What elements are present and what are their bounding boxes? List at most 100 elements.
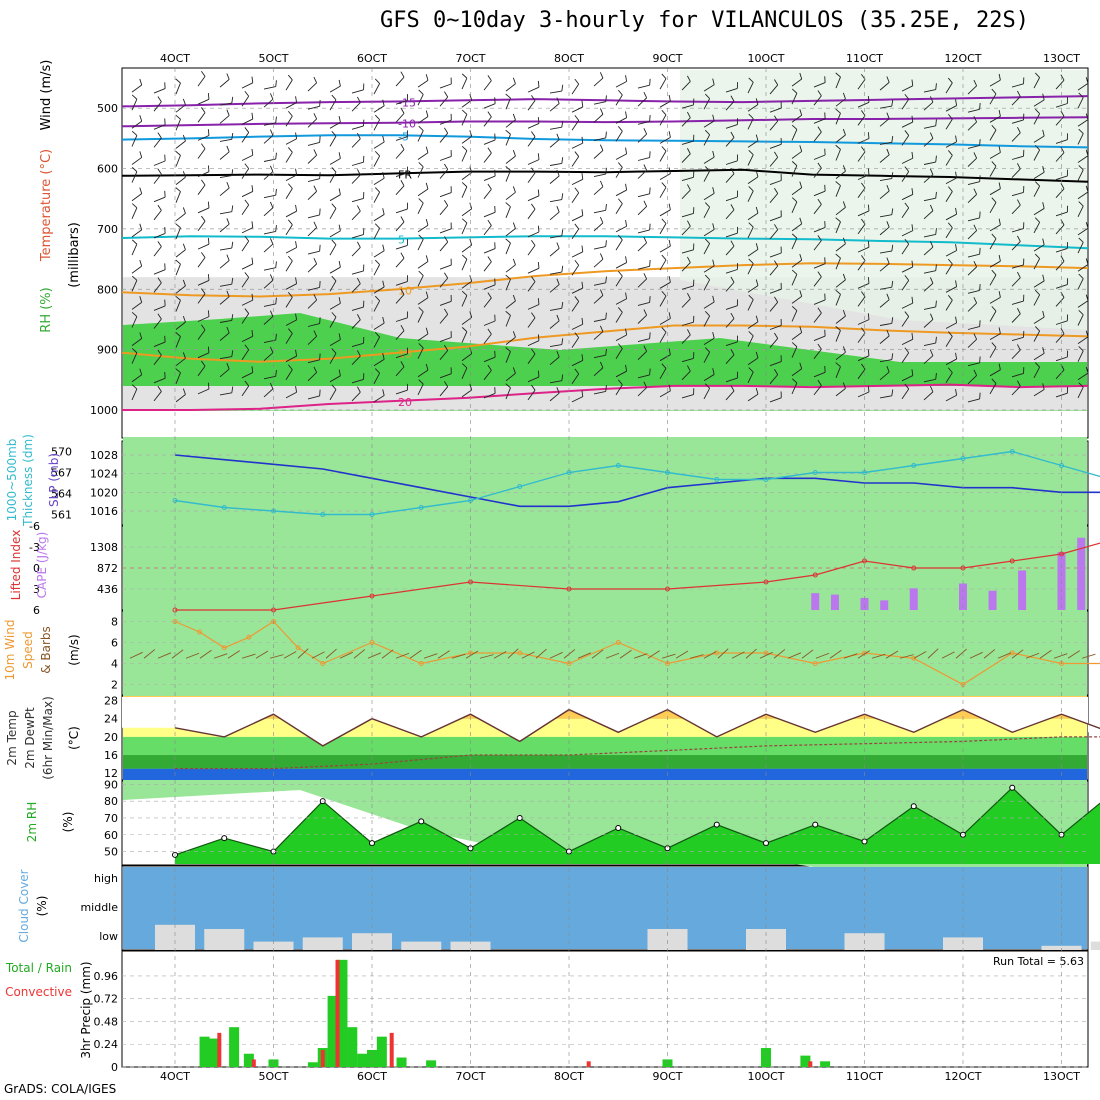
barb-shaft <box>945 250 957 257</box>
barb-shaft <box>255 650 269 659</box>
barb-flag <box>319 172 321 179</box>
barb-shaft <box>505 155 516 164</box>
barb-shaft <box>395 149 405 159</box>
barb-shaft <box>351 174 361 184</box>
temp-contour-label--5: -5 <box>398 130 409 143</box>
precip-convective-bar <box>217 1032 222 1067</box>
barb-flag <box>605 276 607 283</box>
wind-barb-upper <box>395 239 408 250</box>
wind-barb-upper <box>879 257 890 272</box>
wind-barb-upper <box>967 152 978 167</box>
barb-shaft <box>637 193 650 198</box>
wind-barb-upper <box>813 112 826 124</box>
barb-shaft <box>725 137 735 147</box>
wind-barb-upper <box>659 363 667 380</box>
barb-shaft <box>461 244 472 253</box>
barb-shaft <box>813 118 826 124</box>
barb-flag <box>331 348 337 354</box>
barb-flag <box>244 272 250 278</box>
barb-flag <box>139 187 143 194</box>
barb-flag <box>842 128 846 136</box>
wind-barb-upper <box>329 369 341 383</box>
barb-flag <box>244 90 250 97</box>
wind-barb-upper <box>1055 169 1068 181</box>
barb-flag <box>494 97 496 104</box>
barb-shaft <box>835 134 846 143</box>
wind-barb-10m <box>605 652 620 659</box>
wind-barb-upper <box>131 187 143 202</box>
barb-shaft <box>1077 155 1089 163</box>
barb-shaft <box>659 78 667 90</box>
wind-barb-upper <box>571 100 584 113</box>
barb-flag <box>835 253 841 259</box>
barb-shaft <box>615 312 623 323</box>
barb-flag <box>469 238 473 246</box>
barb-flag <box>780 391 782 398</box>
barb-flag <box>625 256 628 263</box>
wind-barb-upper <box>197 215 206 232</box>
barb-flag <box>494 169 496 177</box>
wind-barb-upper <box>967 139 981 149</box>
wind-barb-upper <box>923 168 934 183</box>
wind-barb-upper <box>153 168 162 184</box>
barb-flag <box>668 167 671 174</box>
barb-flag <box>955 352 958 360</box>
barb-flag <box>799 362 803 369</box>
wind-barb-upper <box>967 211 981 222</box>
barb-shaft <box>1011 385 1021 396</box>
wind-barb-upper <box>505 331 516 345</box>
wind-barb-upper <box>461 327 468 343</box>
wind-barb-upper <box>417 182 429 197</box>
barb-flag <box>824 365 826 373</box>
wind-barb-upper <box>351 228 365 239</box>
barb-flag <box>425 327 429 335</box>
barb-flag <box>687 111 691 118</box>
barb-shaft <box>197 293 206 304</box>
barb-shaft <box>1055 260 1065 271</box>
precip-total-bar <box>800 1055 811 1067</box>
wind-barb-upper <box>681 184 691 200</box>
barb-shaft <box>483 370 492 381</box>
barb-flag <box>625 183 628 191</box>
barb-shaft <box>439 314 449 324</box>
barb-flag <box>947 113 953 120</box>
barb-shaft <box>857 79 866 90</box>
barb-shaft <box>549 320 560 329</box>
barb-flag <box>1017 308 1021 315</box>
barb-shaft <box>527 231 540 238</box>
ylabel-temperature: Temperature (°C) <box>39 149 54 262</box>
ylabel-wind10-a: 10m Wind <box>3 620 17 681</box>
barb-shaft <box>479 654 494 659</box>
barb-shaft <box>153 354 162 365</box>
barb-flag <box>425 146 429 153</box>
wind-barb-upper <box>483 183 492 199</box>
wind-barb-upper <box>901 151 914 164</box>
barb-flag <box>935 336 937 344</box>
wind-barb-upper <box>439 91 449 107</box>
barb-flag <box>382 389 385 396</box>
wind-barb-upper <box>813 343 822 359</box>
barb-shaft <box>439 300 452 306</box>
barb-flag <box>175 368 181 374</box>
barb-flag <box>231 96 234 104</box>
wind-barb-upper <box>153 241 162 257</box>
wind-barb-10m <box>563 649 576 659</box>
barb-shaft <box>395 389 408 395</box>
barb-flag <box>947 150 953 156</box>
barb-shaft <box>885 650 899 659</box>
wind-barb-10m <box>549 651 563 659</box>
wind-barb-upper <box>439 77 452 89</box>
wind-barb-upper <box>615 219 628 233</box>
wind-barb-upper <box>923 313 934 328</box>
barb-shaft <box>175 263 181 276</box>
wind-barb-upper <box>1011 258 1025 269</box>
wind-barb-upper <box>989 378 997 395</box>
barb-flag <box>1023 222 1025 229</box>
barb-flag <box>730 276 735 283</box>
barb-flag <box>357 350 361 357</box>
wind-barb-upper <box>461 363 468 379</box>
wind-barb-upper <box>373 223 381 240</box>
barb-shaft <box>175 336 181 348</box>
barb-shaft <box>351 234 364 239</box>
barb-flag <box>736 226 738 234</box>
